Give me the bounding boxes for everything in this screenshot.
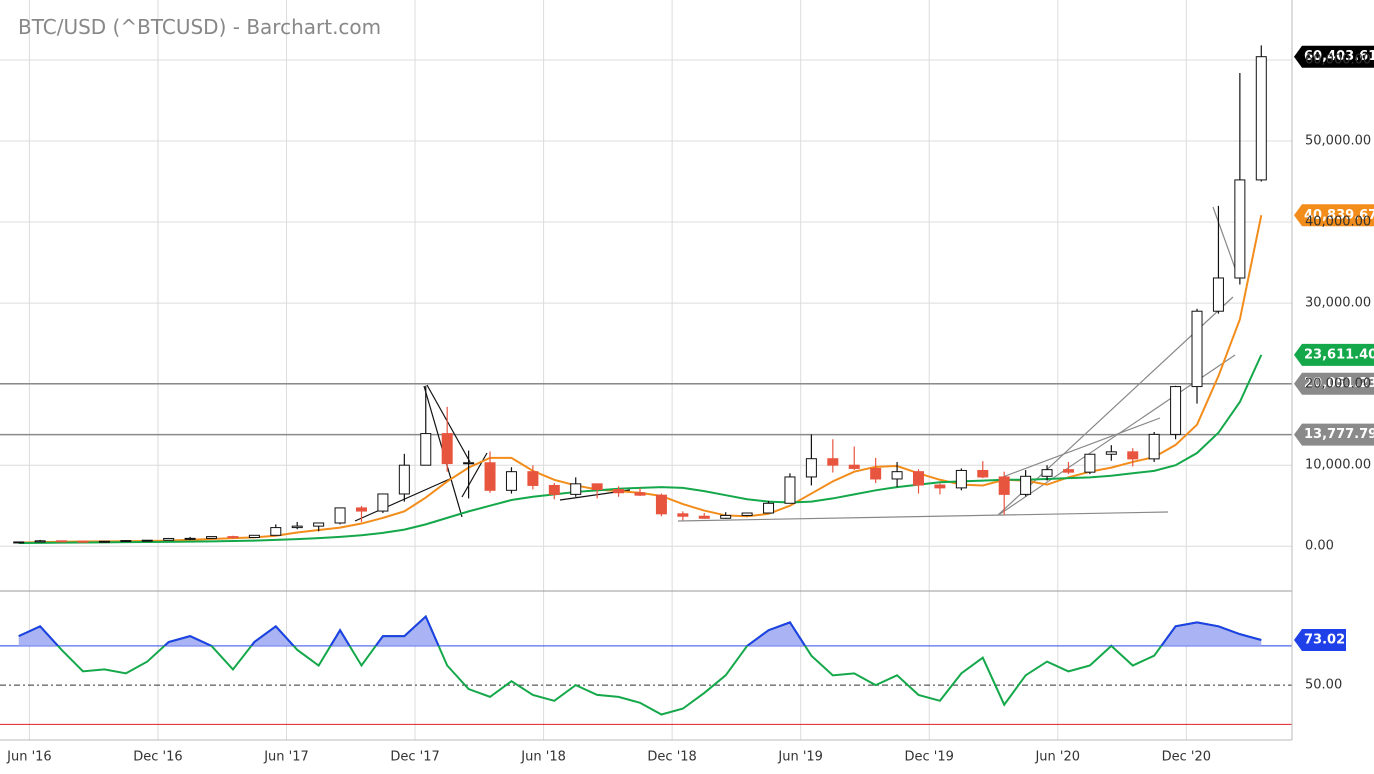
candle-body — [634, 492, 646, 496]
candle-body — [591, 483, 603, 491]
rsi-tick-label: 50.00 — [1305, 678, 1342, 693]
candle-body — [463, 462, 475, 465]
candle-body — [56, 540, 68, 543]
candle-body — [613, 489, 625, 494]
y-tick-label: 0.00 — [1305, 539, 1334, 554]
candle-body — [1127, 451, 1139, 460]
value-tag-label: 60,403.61 — [1304, 49, 1374, 64]
candle-body — [977, 469, 989, 478]
candle-body — [227, 536, 239, 539]
candle-body — [934, 484, 946, 489]
candle-body — [1084, 453, 1096, 473]
candle-body — [1234, 179, 1246, 279]
candle-body — [355, 507, 367, 512]
y-tick-label: 30,000.00 — [1305, 296, 1371, 311]
candle-body — [77, 540, 89, 543]
candle-body — [398, 464, 410, 495]
candle-body — [377, 493, 389, 512]
candle-body — [1170, 386, 1182, 435]
candle-body — [677, 513, 689, 517]
rsi-area — [18, 616, 1262, 646]
y-tick-label: 40,000.00 — [1305, 215, 1371, 230]
y-tick-label: 50,000.00 — [1305, 134, 1371, 149]
candle-body — [441, 433, 453, 465]
value-tag-label: 23,611.40 — [1304, 347, 1374, 362]
candle-body — [270, 527, 282, 536]
value-tag-label: 40,839.67 — [1304, 208, 1374, 223]
candle-body — [34, 540, 46, 543]
candle-body — [1191, 310, 1203, 388]
candle-body — [420, 433, 432, 466]
candle-body — [1020, 475, 1032, 495]
y-tick-label: 20,000.00 — [1305, 377, 1371, 392]
candle-body — [1041, 469, 1053, 477]
rsi-line-high — [18, 614, 1262, 646]
x-tick-label: Dec '19 — [905, 750, 954, 765]
value-tag-label: 13,777.79 — [1304, 427, 1374, 442]
x-tick-label: Dec '18 — [647, 750, 696, 765]
x-tick-label: Dec '20 — [1162, 750, 1211, 765]
candle-body — [484, 462, 496, 491]
rsi-line — [18, 614, 1262, 716]
candle-body — [527, 471, 539, 486]
candle-body — [291, 525, 303, 529]
candle-body — [184, 537, 196, 540]
candle-body — [120, 540, 132, 543]
candle-body — [1212, 277, 1224, 312]
candle-body — [720, 514, 732, 519]
candle-body — [248, 534, 260, 538]
candle-body — [206, 536, 218, 539]
candle-body — [1148, 433, 1160, 460]
value-tag — [1294, 372, 1374, 395]
value-tag — [1294, 343, 1374, 366]
candle-body — [741, 512, 753, 516]
candle-body — [334, 507, 346, 524]
x-tick-label: Jun '20 — [1034, 750, 1080, 765]
value-tag — [1294, 45, 1374, 68]
candle-body — [655, 494, 667, 515]
candle-body — [548, 484, 560, 495]
candle-body — [891, 471, 903, 480]
candle-body — [313, 522, 325, 527]
x-tick-label: Jun '18 — [520, 750, 566, 765]
candle-body — [1105, 451, 1117, 455]
candle-body — [698, 515, 710, 519]
chart-title: BTC/USD (^BTCUSD) - Barchart.com — [18, 15, 381, 39]
value-tag — [1294, 204, 1374, 227]
candle-body — [1255, 56, 1267, 181]
value-tag — [1294, 628, 1346, 651]
y-tick-label: 60,000.00 — [1305, 52, 1371, 67]
value-tag-label: 73.02 — [1304, 632, 1345, 647]
candle-body — [141, 539, 153, 542]
candle-body — [570, 483, 582, 495]
candle-body — [163, 537, 175, 541]
candle-body — [848, 464, 860, 469]
candle-body — [870, 467, 882, 480]
x-tick-label: Dec '16 — [133, 750, 182, 765]
value-tag — [1294, 423, 1374, 446]
candle-body — [1062, 469, 1074, 473]
x-tick-label: Dec '17 — [390, 750, 439, 765]
candle-body — [998, 476, 1010, 495]
candle-body — [784, 476, 796, 504]
x-tick-label: Jun '17 — [263, 750, 309, 765]
candle-body — [505, 471, 517, 491]
x-tick-label: Jun '16 — [6, 750, 52, 765]
candle-body — [763, 502, 775, 514]
y-tick-label: 10,000.00 — [1305, 458, 1371, 473]
candle-body — [827, 458, 839, 466]
candle-body — [955, 469, 967, 489]
candle-body — [913, 471, 925, 486]
value-tag-label: 20,051.23 — [1304, 376, 1374, 391]
candle-body — [805, 458, 817, 478]
x-tick-label: Jun '19 — [777, 750, 823, 765]
candle-body — [13, 541, 25, 544]
candle-body — [98, 540, 110, 543]
